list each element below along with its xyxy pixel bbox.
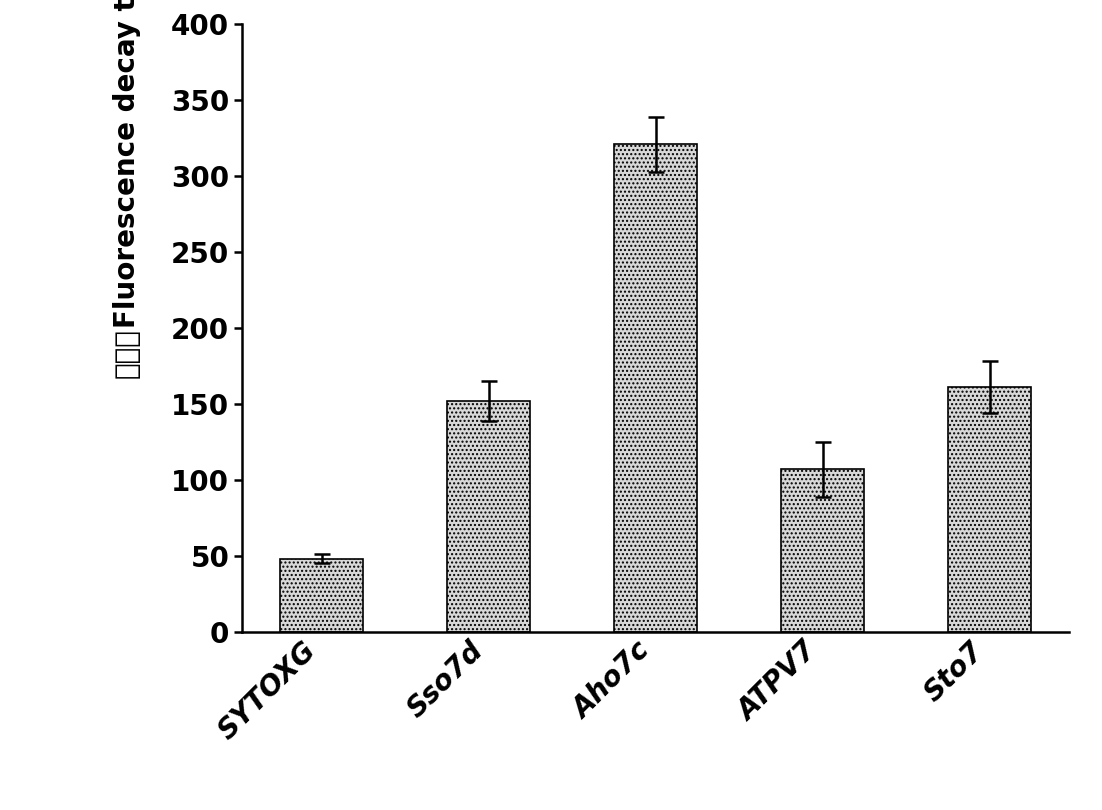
Bar (447, 401, 530, 632)
Text: （秒）: （秒） (112, 328, 141, 378)
Bar (948, 387, 1031, 632)
Bar (280, 559, 364, 632)
Bar (781, 469, 864, 632)
Text: Fluorescence decay time: Fluorescence decay time (112, 0, 141, 328)
Bar (614, 144, 698, 632)
